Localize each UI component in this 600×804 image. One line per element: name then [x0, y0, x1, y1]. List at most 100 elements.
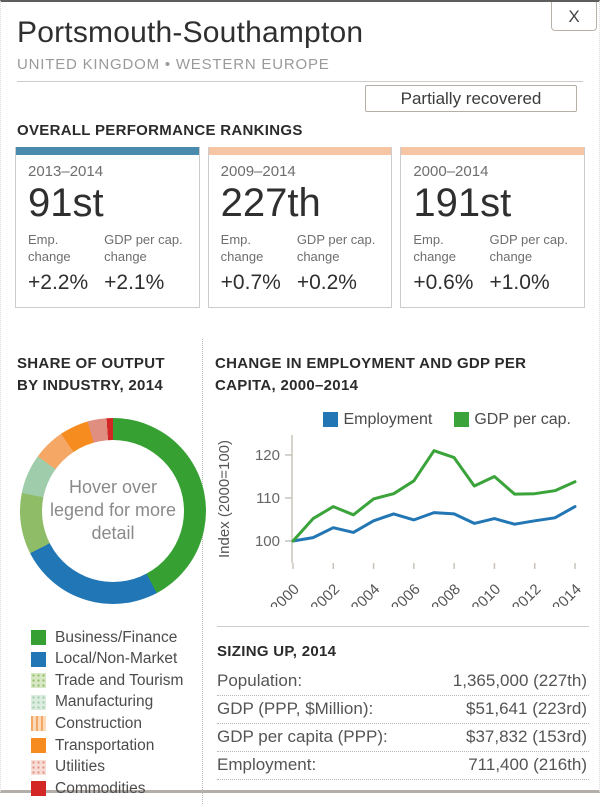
- chart-legend-label: Employment: [343, 410, 433, 428]
- svg-text:2014: 2014: [549, 581, 585, 607]
- card-body: 2009–2014 227th Emp. change +0.7% GDP per ca…: [209, 155, 392, 307]
- employment-chart-heading: CHANGE IN EMPLOYMENT AND GDP PER CAPITA,…: [215, 354, 527, 395]
- page-title: Portsmouth-Southampton: [17, 16, 364, 49]
- legend-swatch: [31, 673, 46, 689]
- legend-label: Transportation: [55, 736, 155, 754]
- sizing-row: Population: 1,365,000 (227th): [217, 668, 589, 696]
- rankings-heading: OVERALL PERFORMANCE RANKINGS: [17, 122, 303, 139]
- legend-label: Local/Non-Market: [55, 650, 178, 668]
- legend-label: Construction: [55, 714, 143, 732]
- badge-row: Partially recovered: [1, 85, 599, 112]
- series-gdp-per-cap-: [291, 448, 577, 543]
- card-metrics: Emp. change +0.6% GDP per cap. change +1.0%: [413, 232, 572, 295]
- card-accent-bar: [208, 147, 392, 155]
- ranking-card: 2009–2014 227th Emp. change +0.7% GDP per ca…: [207, 147, 393, 308]
- metric-value: +0.6%: [413, 270, 474, 294]
- industry-column: SHARE OF OUTPUT BY INDUSTRY, 2014 Hover …: [1, 338, 206, 804]
- card-metric: Emp. change +2.2%: [28, 232, 88, 295]
- sizing-label: Population:: [217, 671, 303, 691]
- sizing-table: Population: 1,365,000 (227th) GDP (PPP, $M…: [217, 668, 589, 780]
- line-chart: 100 110 120 Index (2000=100) 2000 2002 2004 200…: [215, 429, 589, 616]
- card-metric: GDP per cap. change +2.1%: [104, 232, 187, 295]
- sizing-label: GDP (PPP, $Million):: [217, 699, 374, 719]
- page-subtitle: UNITED KINGDOM • WESTERN EUROPE: [17, 56, 330, 73]
- sizing-value: $51,641 (223rd): [466, 699, 587, 719]
- sizing-row: Employment: 711,400 (216th): [217, 752, 589, 780]
- sizing-label: GDP per capita (PPP):: [217, 727, 388, 747]
- svg-text:2006: 2006: [388, 581, 424, 607]
- card-rank: 191st: [413, 181, 512, 225]
- employment-column: CHANGE IN EMPLOYMENT AND GDP PER CAPITA,…: [203, 339, 600, 804]
- status-badge: Partially recovered: [365, 85, 577, 112]
- card-rank: 227th: [220, 181, 321, 225]
- legend-item-trade-and-tourism[interactable]: Trade and Tourism: [31, 670, 194, 692]
- chart-legend-swatch: [454, 412, 470, 428]
- sizing-section: SIZING UP, 2014 Population: 1,365,000 (22…: [217, 643, 589, 780]
- legend-item-utilities[interactable]: Utilities: [31, 756, 194, 778]
- ranking-card: 2013–2014 91st Emp. change +2.2% GDP per cap…: [15, 147, 200, 308]
- card-metric: GDP per cap. change +0.2%: [297, 232, 380, 295]
- metric-label: GDP per cap. change: [296, 232, 376, 264]
- close-button[interactable]: X: [551, 2, 597, 31]
- sizing-label: Employment:: [217, 755, 317, 775]
- donut-center-text: Hover over legend for more detail: [49, 476, 177, 544]
- card-rank: 91st: [28, 181, 104, 225]
- sizing-value: $37,832 (153rd): [466, 727, 587, 747]
- metric-label: GDP per cap. change: [104, 232, 183, 264]
- sizing-row: GDP (PPP, $Million): $51,641 (223rd): [217, 696, 589, 724]
- legend-label: Commodities: [55, 779, 146, 797]
- svg-text:2000: 2000: [267, 581, 303, 607]
- y-axis-label: Index (2000=100): [216, 440, 233, 558]
- card-metric: Emp. change +0.7%: [221, 232, 281, 295]
- metric-label: Emp. change: [220, 232, 264, 264]
- header-divider: [17, 81, 583, 82]
- svg-text:2004: 2004: [348, 581, 384, 607]
- metric-label: Emp. change: [28, 232, 71, 264]
- metric-label: Emp. change: [413, 232, 456, 264]
- card-body: 2013–2014 91st Emp. change +2.2% GDP per cap…: [16, 155, 199, 307]
- legend-swatch: [31, 716, 46, 732]
- sizing-heading: SIZING UP, 2014: [217, 642, 337, 660]
- rankings-section: OVERALL PERFORMANCE RANKINGS 2013–2014 91…: [15, 122, 586, 308]
- sizing-row: GDP per capita (PPP): $37,832 (153rd): [217, 724, 589, 752]
- metric-value: +2.1%: [104, 270, 165, 294]
- svg-text:120: 120: [255, 447, 280, 464]
- legend-swatch: [31, 759, 46, 775]
- industry-donut-chart[interactable]: Hover over legend for more detail: [20, 417, 206, 604]
- sizing-value: 711,400 (216th): [468, 755, 587, 775]
- legend-swatch: [31, 651, 46, 667]
- industry-heading: SHARE OF OUTPUT BY INDUSTRY, 2014: [17, 354, 165, 395]
- legend-label: Business/Finance: [55, 628, 178, 646]
- card-period: 2009–2014: [220, 163, 296, 180]
- header: Portsmouth-Southampton UNITED KINGDOM • …: [1, 2, 599, 73]
- svg-text:2008: 2008: [428, 581, 464, 607]
- legend-label: Trade and Tourism: [55, 671, 184, 689]
- donut-hole: [42, 439, 184, 582]
- legend-item-business-finance[interactable]: Business/Finance: [31, 627, 194, 649]
- chart-legend-employment: Employment: [323, 411, 432, 429]
- legend-item-local-non-market[interactable]: Local/Non-Market: [31, 648, 194, 670]
- card-period: 2013–2014: [28, 163, 104, 180]
- legend-item-commodities[interactable]: Commodities: [31, 778, 194, 800]
- metric-label: GDP per cap. change: [489, 232, 569, 264]
- legend-swatch: [31, 630, 46, 646]
- metric-value: +0.7%: [220, 270, 281, 294]
- series-employment: [291, 504, 577, 543]
- chart-legend-label: GDP per cap.: [474, 410, 571, 428]
- chart-legend-swatch: [323, 412, 339, 428]
- metric-value: +1.0%: [489, 270, 550, 294]
- svg-text:110: 110: [256, 490, 280, 507]
- legend-item-construction[interactable]: Construction: [31, 713, 194, 735]
- legend-item-transportation[interactable]: Transportation: [31, 735, 194, 757]
- card-metrics: Emp. change +0.7% GDP per cap. change +0.2%: [221, 232, 380, 295]
- main-columns: SHARE OF OUTPUT BY INDUSTRY, 2014 Hover …: [1, 338, 600, 804]
- card-period: 2000–2014: [413, 163, 489, 180]
- legend-swatch: [31, 694, 46, 710]
- sizing-value: 1,365,000 (227th): [452, 671, 587, 691]
- svg-text:2002: 2002: [307, 581, 343, 607]
- legend-swatch: [31, 781, 46, 797]
- card-metric: GDP per cap. change +1.0%: [489, 232, 572, 295]
- metric-value: +0.2%: [296, 270, 357, 294]
- legend-item-manufacturing[interactable]: Manufacturing: [31, 692, 194, 714]
